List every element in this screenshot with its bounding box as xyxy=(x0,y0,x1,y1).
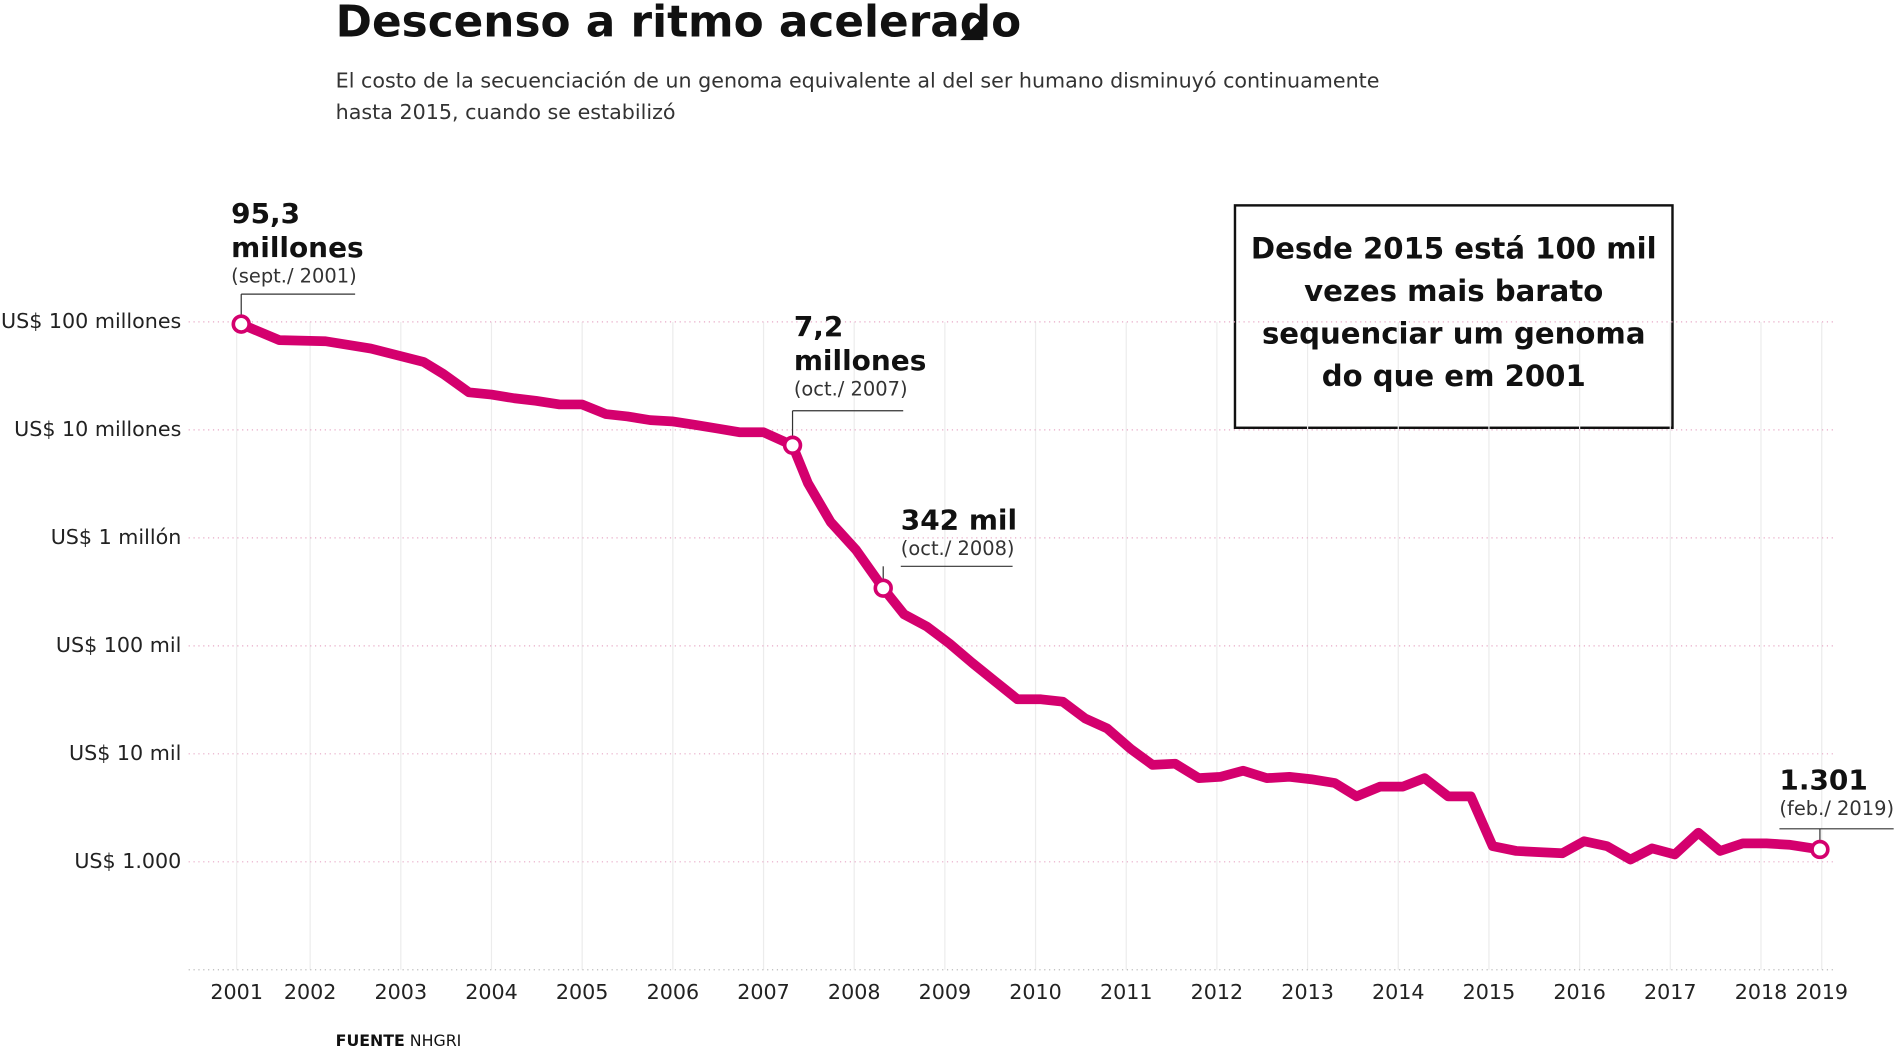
chart-title: Descenso a ritmo acelerado xyxy=(336,0,1022,47)
x-tick-label: 2012 xyxy=(1191,980,1244,1004)
annotation-value: 342 mil xyxy=(901,503,1017,536)
x-tick-label: 2003 xyxy=(375,980,428,1004)
x-tick-label: 2014 xyxy=(1372,980,1425,1004)
x-tick-label: 2013 xyxy=(1281,980,1334,1004)
subtitle: El costo de la secuenciación de un genom… xyxy=(336,68,1380,92)
x-tick-label: 2009 xyxy=(919,980,972,1004)
point-marker xyxy=(1810,839,1830,860)
annotation-value: millones xyxy=(794,344,927,377)
point-marker xyxy=(782,435,803,455)
y-tick-label: US$ 1.000 xyxy=(74,849,181,873)
title-icon xyxy=(960,17,984,41)
source: NHGRI xyxy=(410,1031,462,1050)
callout-text: sequenciar um genoma xyxy=(1262,316,1646,350)
x-tick-label: 2002 xyxy=(284,980,337,1004)
y-tick-label: US$ 100 mil xyxy=(56,633,181,657)
y-tick-label: US$ 10 millones xyxy=(14,417,181,441)
y-tick-label: US$ 10 mil xyxy=(69,741,181,765)
x-tick-label: 2005 xyxy=(556,980,609,1004)
x-tick-label: 2004 xyxy=(465,980,518,1004)
point-marker xyxy=(873,578,893,598)
callout-text: Desde 2015 está 100 mil xyxy=(1251,231,1657,265)
annotation-value: 7,2 xyxy=(794,310,844,343)
x-tick-label: 2010 xyxy=(1009,980,1062,1004)
subtitle: hasta 2015, cuando se estabilizó xyxy=(336,100,676,124)
y-tick-label: US$ 100 millones xyxy=(1,309,181,333)
annotation-date: (oct./ 2007) xyxy=(794,378,908,401)
point-marker xyxy=(231,314,251,334)
x-tick-label: 2007 xyxy=(737,980,790,1004)
annotation-value: 95,3 xyxy=(231,197,300,230)
callout-text: vezes mais barato xyxy=(1304,274,1603,308)
x-tick-label: 2008 xyxy=(828,980,881,1004)
source-label: FUENTE xyxy=(336,1031,405,1050)
data-line xyxy=(236,319,1825,865)
x-tick-label: 2019 xyxy=(1795,980,1848,1004)
annotation-date: (oct./ 2008) xyxy=(901,537,1015,560)
y-tick-label: US$ 1 millón xyxy=(51,525,182,549)
annotation-date: (sept./ 2001) xyxy=(231,265,357,288)
x-tick-label: 2015 xyxy=(1463,980,1516,1004)
x-tick-label: 2011 xyxy=(1100,980,1153,1004)
x-tick-label: 2018 xyxy=(1735,980,1788,1004)
x-tick-label: 2001 xyxy=(210,980,263,1004)
annotation-date: (feb./ 2019) xyxy=(1779,797,1894,820)
x-tick-label: 2017 xyxy=(1644,980,1697,1004)
callout-text: do que em 2001 xyxy=(1322,359,1586,393)
x-tick-label: 2016 xyxy=(1553,980,1606,1004)
x-tick-label: 2006 xyxy=(647,980,700,1004)
annotation-value: millones xyxy=(231,231,363,264)
annotation-value: 1.301 xyxy=(1779,763,1867,796)
